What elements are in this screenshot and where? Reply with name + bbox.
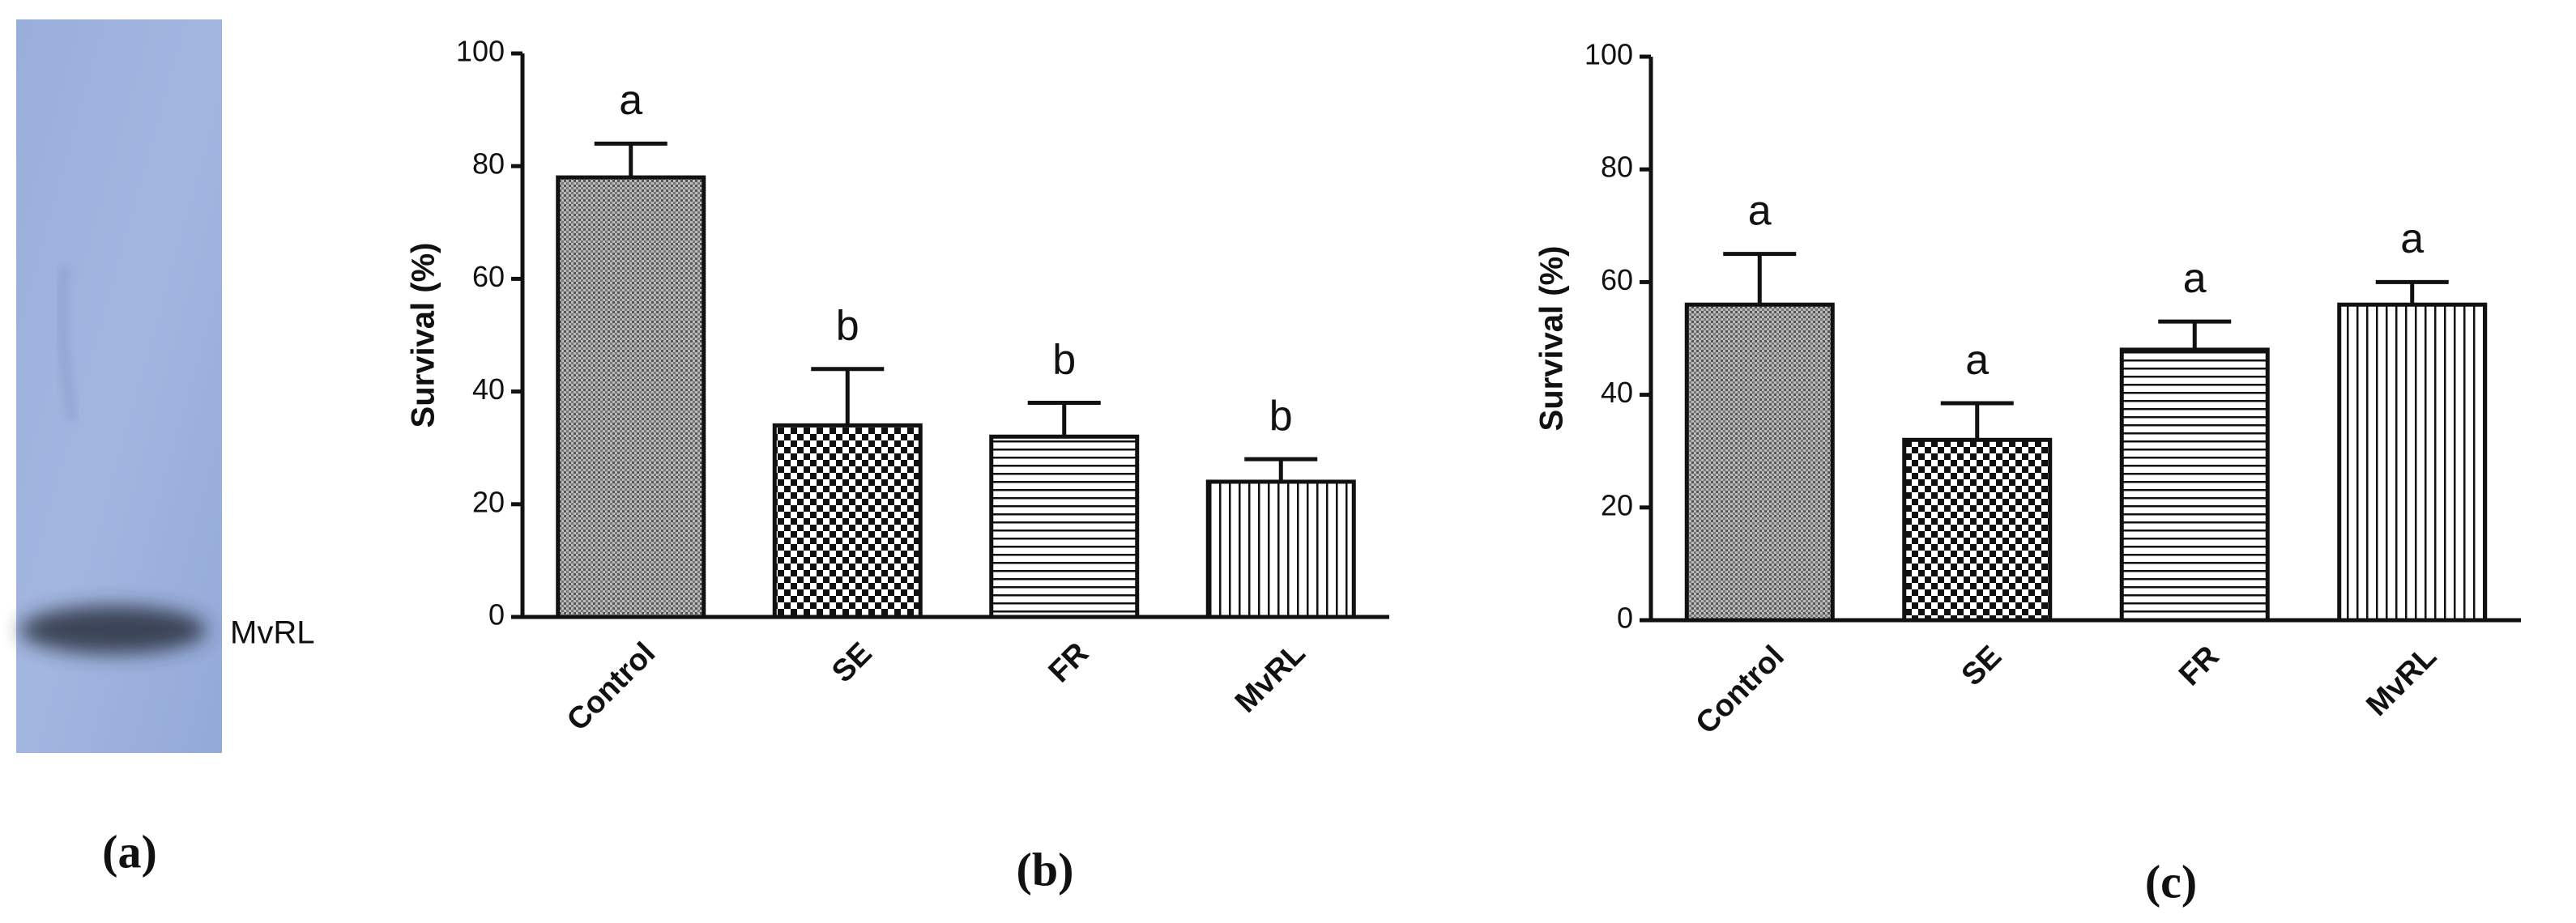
y-tick-label: 0 <box>488 598 505 632</box>
y-tick-label: 100 <box>1584 38 1633 71</box>
x-tick-label: MvRL <box>2360 640 2443 723</box>
y-tick-label: 80 <box>1601 151 1633 184</box>
gel-image <box>16 19 222 753</box>
x-tick-label: FR <box>2173 640 2226 693</box>
panel-label: (b) <box>1017 843 1074 895</box>
significance-letter: a <box>619 77 642 124</box>
significance-letter: b <box>836 302 859 349</box>
y-tick-label: 80 <box>472 147 505 181</box>
bar <box>989 434 1140 619</box>
x-tick-label: SE <box>1955 640 2009 693</box>
y-tick-label: 100 <box>456 35 505 68</box>
significance-letter: a <box>2183 255 2207 302</box>
bar <box>1684 302 1835 623</box>
significance-letter: b <box>1052 336 1076 383</box>
significance-letter: a <box>1965 337 1989 384</box>
panel-label: (c) <box>2145 855 2197 908</box>
y-tick-label: 20 <box>1601 488 1633 521</box>
bar <box>1205 479 1356 619</box>
band-label: MvRL <box>230 615 314 651</box>
bar <box>2337 302 2488 623</box>
x-tick-label: FR <box>1043 636 1096 690</box>
y-tick-label: 0 <box>1617 602 1633 635</box>
bar <box>1902 437 2053 623</box>
x-tick-label: Control <box>1689 640 1790 741</box>
x-tick-label: MvRL <box>1229 636 1312 720</box>
x-tick-label: Control <box>561 636 662 738</box>
bar <box>772 423 923 619</box>
x-tick-label: SE <box>825 636 879 690</box>
significance-letter: a <box>1748 187 1772 234</box>
significance-letter: a <box>2400 215 2424 262</box>
y-tick-label: 60 <box>472 260 505 293</box>
panel-label: (a) <box>102 825 157 878</box>
y-tick-label: 40 <box>1601 376 1633 409</box>
y-tick-label: 20 <box>472 485 505 518</box>
y-tick-label: 60 <box>1601 263 1633 296</box>
y-axis-label: Survival (%) <box>406 243 441 428</box>
bar <box>556 175 706 619</box>
y-axis-label: Survival (%) <box>1534 246 1570 432</box>
bar <box>2119 347 2270 623</box>
significance-letter: b <box>1269 393 1293 440</box>
y-tick-label: 40 <box>472 372 505 406</box>
